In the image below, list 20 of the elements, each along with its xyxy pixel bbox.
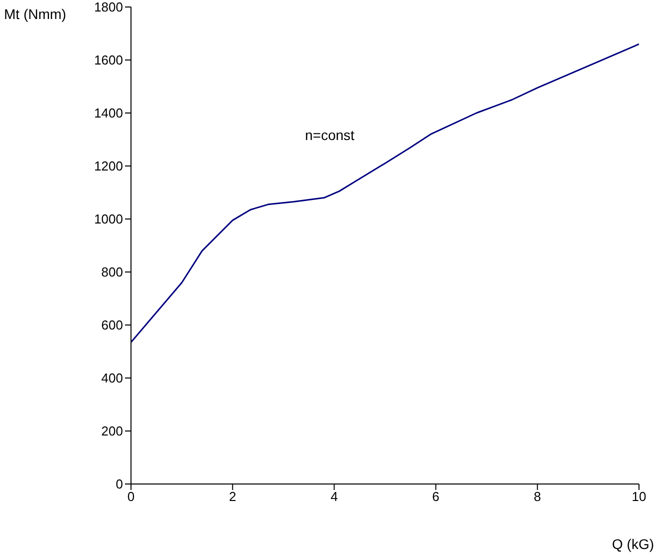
annotation: n=const bbox=[305, 127, 354, 143]
x-tick-label: 6 bbox=[432, 489, 440, 504]
y-tick-label: 1600 bbox=[94, 52, 123, 68]
y-tick-label: 600 bbox=[101, 318, 123, 333]
y-tick-label: 1000 bbox=[94, 212, 123, 227]
x-tick-label: 2 bbox=[228, 489, 236, 504]
line-series bbox=[131, 43, 639, 343]
y-tick-label: 800 bbox=[101, 264, 123, 280]
y-tick-label: 1800 bbox=[94, 0, 123, 15]
y-tick-label: 1400 bbox=[94, 106, 123, 121]
y-tick-label: 1200 bbox=[94, 158, 123, 174]
y-axis-title: Mt (Nmm) bbox=[4, 6, 66, 22]
x-axis-title: Q (kG) bbox=[612, 536, 654, 552]
y-tick-label: 200 bbox=[101, 424, 123, 439]
x-tick-label: 10 bbox=[632, 489, 646, 504]
y-tick-label: 400 bbox=[101, 370, 123, 386]
y-tick-label: 0 bbox=[116, 476, 123, 492]
x-tick-label: 8 bbox=[534, 489, 542, 504]
x-tick-label: 4 bbox=[330, 489, 338, 504]
x-tick-label: 0 bbox=[127, 489, 135, 504]
